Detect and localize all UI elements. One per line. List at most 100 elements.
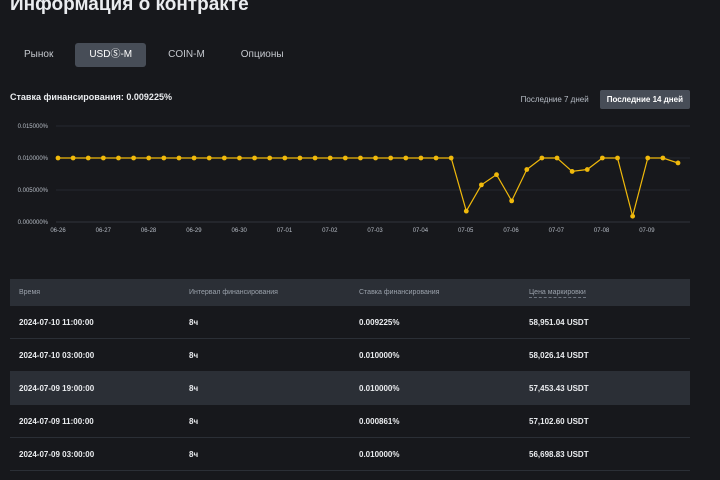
- row-rate: 0.000861%: [359, 416, 400, 426]
- market-tabs: Рынок USDⓈ-M COIN-M Опционы: [10, 43, 306, 67]
- row-time: 2024-07-10 11:00:00: [19, 317, 94, 327]
- x-tick-label: 07-09: [639, 228, 655, 234]
- data-point[interactable]: [342, 155, 348, 161]
- range-selector: Последние 7 дней Последние 14 дней: [510, 90, 690, 109]
- data-point[interactable]: [116, 155, 121, 161]
- data-point[interactable]: [645, 155, 651, 161]
- row-mark-price: 56,698.83 USDT: [529, 449, 589, 459]
- x-tick-label: 07-04: [413, 228, 429, 234]
- data-point[interactable]: [433, 155, 439, 161]
- data-point[interactable]: [327, 155, 333, 161]
- row-mark-price: 57,453.43 USDT: [529, 383, 589, 393]
- row-mark-price: 58,951.04 USDT: [529, 317, 589, 327]
- row-interval: 8ч: [189, 350, 199, 360]
- tab-usds-m[interactable]: USDⓈ-M: [75, 43, 147, 67]
- last-14-days-button[interactable]: Последние 14 дней: [599, 90, 690, 109]
- data-point[interactable]: [358, 155, 363, 161]
- data-point[interactable]: [463, 208, 469, 214]
- table-row[interactable]: 2024-07-10 11:00:00 8ч 0.009225% 58,951.…: [10, 306, 690, 339]
- y-tick-label: 0.015000%: [18, 124, 49, 130]
- funding-rate-chart: 0.015000% 0.010000% 0.005000% 0.000000% 06-…: [18, 124, 690, 234]
- data-point[interactable]: [176, 155, 182, 161]
- x-tick-label: 07-01: [277, 228, 293, 234]
- data-point[interactable]: [221, 155, 227, 161]
- y-tick-label: 0.000000%: [18, 220, 49, 226]
- data-point[interactable]: [509, 198, 515, 204]
- data-point[interactable]: [448, 155, 454, 161]
- tab-options[interactable]: Опционы: [240, 49, 284, 60]
- y-tick-label: 0.010000%: [18, 156, 49, 162]
- data-point[interactable]: [267, 155, 273, 161]
- data-point[interactable]: [100, 155, 106, 161]
- page-title: Информация о контракте: [10, 0, 249, 15]
- row-interval: 8ч: [189, 317, 199, 327]
- data-point[interactable]: [297, 155, 303, 161]
- data-point[interactable]: [161, 155, 167, 161]
- row-mark-price: 58,026.14 USDT: [529, 350, 589, 360]
- data-point[interactable]: [524, 167, 530, 172]
- row-rate: 0.010000%: [359, 383, 400, 393]
- data-point[interactable]: [615, 155, 620, 161]
- data-point[interactable]: [191, 155, 197, 161]
- data-point[interactable]: [373, 155, 378, 161]
- table-header: Время Интервал финансирования Ставка фин…: [10, 279, 690, 306]
- row-time: 2024-07-09 19:00:00: [19, 383, 95, 393]
- table-row[interactable]: 2024-07-09 11:00:00 8ч 0.000861% 57,102.…: [10, 405, 690, 438]
- data-point[interactable]: [630, 213, 636, 219]
- row-time: 2024-07-09 03:00:00: [19, 449, 95, 459]
- funding-rate-label: Ставка финансирования: 0.009225%: [10, 92, 172, 102]
- last-7-days-button[interactable]: Последние 7 дней: [520, 95, 589, 104]
- x-tick-label: 06-28: [141, 228, 157, 234]
- data-point[interactable]: [70, 155, 76, 161]
- data-point[interactable]: [252, 155, 257, 161]
- tab-market[interactable]: Рынок: [24, 49, 54, 60]
- row-rate: 0.010000%: [359, 449, 400, 459]
- data-point[interactable]: [675, 160, 681, 166]
- data-point[interactable]: [494, 172, 499, 178]
- row-time: 2024-07-09 11:00:00: [19, 416, 94, 426]
- data-point[interactable]: [584, 167, 590, 172]
- row-mark-price: 57,102.60 USDT: [529, 416, 589, 426]
- table-row[interactable]: 2024-07-10 03:00:00 8ч 0.010000% 58,026.…: [10, 339, 690, 372]
- data-point[interactable]: [55, 155, 61, 161]
- data-point[interactable]: [599, 155, 605, 161]
- x-tick-label: 07-03: [367, 228, 383, 234]
- x-tick-label: 06-26: [50, 228, 66, 234]
- y-tick-label: 0.005000%: [18, 188, 49, 194]
- header-mark-price[interactable]: Цена маркировки: [520, 289, 690, 298]
- x-tick-label: 07-02: [322, 228, 338, 234]
- table-row[interactable]: 2024-07-09 19:00:00 8ч 0.010000% 57,453.…: [10, 372, 690, 405]
- data-point[interactable]: [660, 155, 666, 161]
- funding-history-table: Время Интервал финансирования Ставка фин…: [10, 279, 690, 471]
- data-point[interactable]: [282, 155, 288, 161]
- data-point[interactable]: [146, 155, 152, 161]
- x-tick-label: 06-29: [186, 228, 202, 234]
- data-point[interactable]: [85, 155, 91, 161]
- data-point[interactable]: [539, 155, 545, 161]
- data-point[interactable]: [403, 155, 409, 161]
- row-interval: 8ч: [189, 383, 199, 393]
- x-tick-label: 07-05: [458, 228, 474, 234]
- x-tick-label: 07-08: [594, 228, 610, 234]
- funding-rate-line: [58, 157, 679, 219]
- header-time: Время: [19, 289, 41, 296]
- row-time: 2024-07-10 03:00:00: [19, 350, 95, 360]
- row-interval: 8ч: [189, 449, 199, 459]
- data-point[interactable]: [554, 155, 560, 161]
- tab-coin-m[interactable]: COIN-M: [168, 49, 205, 60]
- x-tick-label: 07-06: [503, 228, 519, 234]
- header-rate: Ставка финансирования: [359, 289, 440, 296]
- data-point[interactable]: [479, 182, 484, 188]
- data-point[interactable]: [206, 155, 212, 161]
- data-point[interactable]: [388, 155, 394, 161]
- data-point[interactable]: [569, 169, 575, 174]
- x-tick-label: 06-30: [232, 228, 248, 234]
- table-row[interactable]: 2024-07-09 03:00:00 8ч 0.010000% 56,698.…: [10, 438, 690, 471]
- data-point[interactable]: [418, 155, 424, 161]
- row-rate: 0.009225%: [359, 317, 400, 327]
- data-point[interactable]: [312, 155, 318, 161]
- row-interval: 8ч: [189, 416, 199, 426]
- data-point[interactable]: [131, 155, 137, 161]
- data-point[interactable]: [237, 155, 242, 161]
- x-tick-label: 07-07: [549, 228, 565, 234]
